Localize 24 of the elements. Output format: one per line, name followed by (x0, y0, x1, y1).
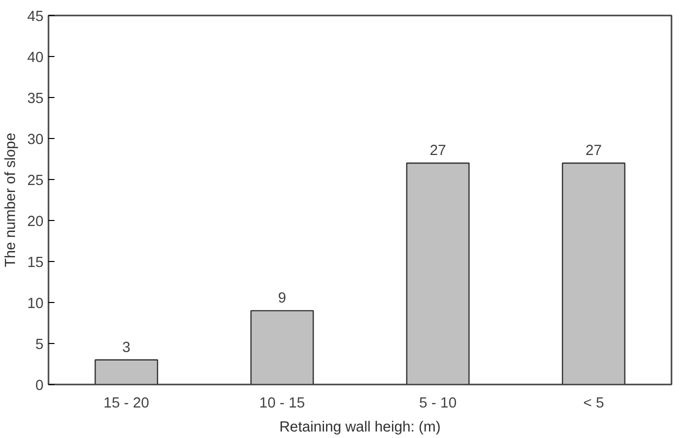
x-tick-label: 15 - 20 (104, 396, 150, 412)
y-tick-label: 35 (27, 91, 44, 107)
bar (406, 162, 470, 384)
data-label: 9 (278, 290, 286, 307)
x-tick-label: 5 - 10 (419, 396, 457, 412)
y-tick-label: 40 (27, 50, 44, 66)
data-label: 27 (585, 143, 602, 160)
y-tick-label: 30 (27, 132, 44, 148)
y-tick-label: 45 (27, 9, 44, 25)
y-tick-label: 20 (27, 214, 44, 230)
y-tick-label: 5 (35, 337, 44, 353)
x-tick-label: 10 - 15 (259, 396, 305, 412)
bar (250, 310, 314, 384)
data-label: 27 (430, 143, 446, 160)
bar (562, 162, 626, 384)
y-tick-label: 15 (27, 255, 44, 271)
bar (94, 359, 158, 384)
y-axis-title: The number of slope (3, 132, 20, 268)
y-tick-label: 10 (27, 296, 44, 312)
data-label: 3 (122, 340, 130, 356)
y-tick-label: 25 (27, 173, 44, 189)
y-tick-label: 0 (35, 378, 44, 394)
x-tick-label: < 5 (583, 396, 604, 412)
x-axis-title: Retaining wall heigh: (m) (279, 420, 441, 436)
